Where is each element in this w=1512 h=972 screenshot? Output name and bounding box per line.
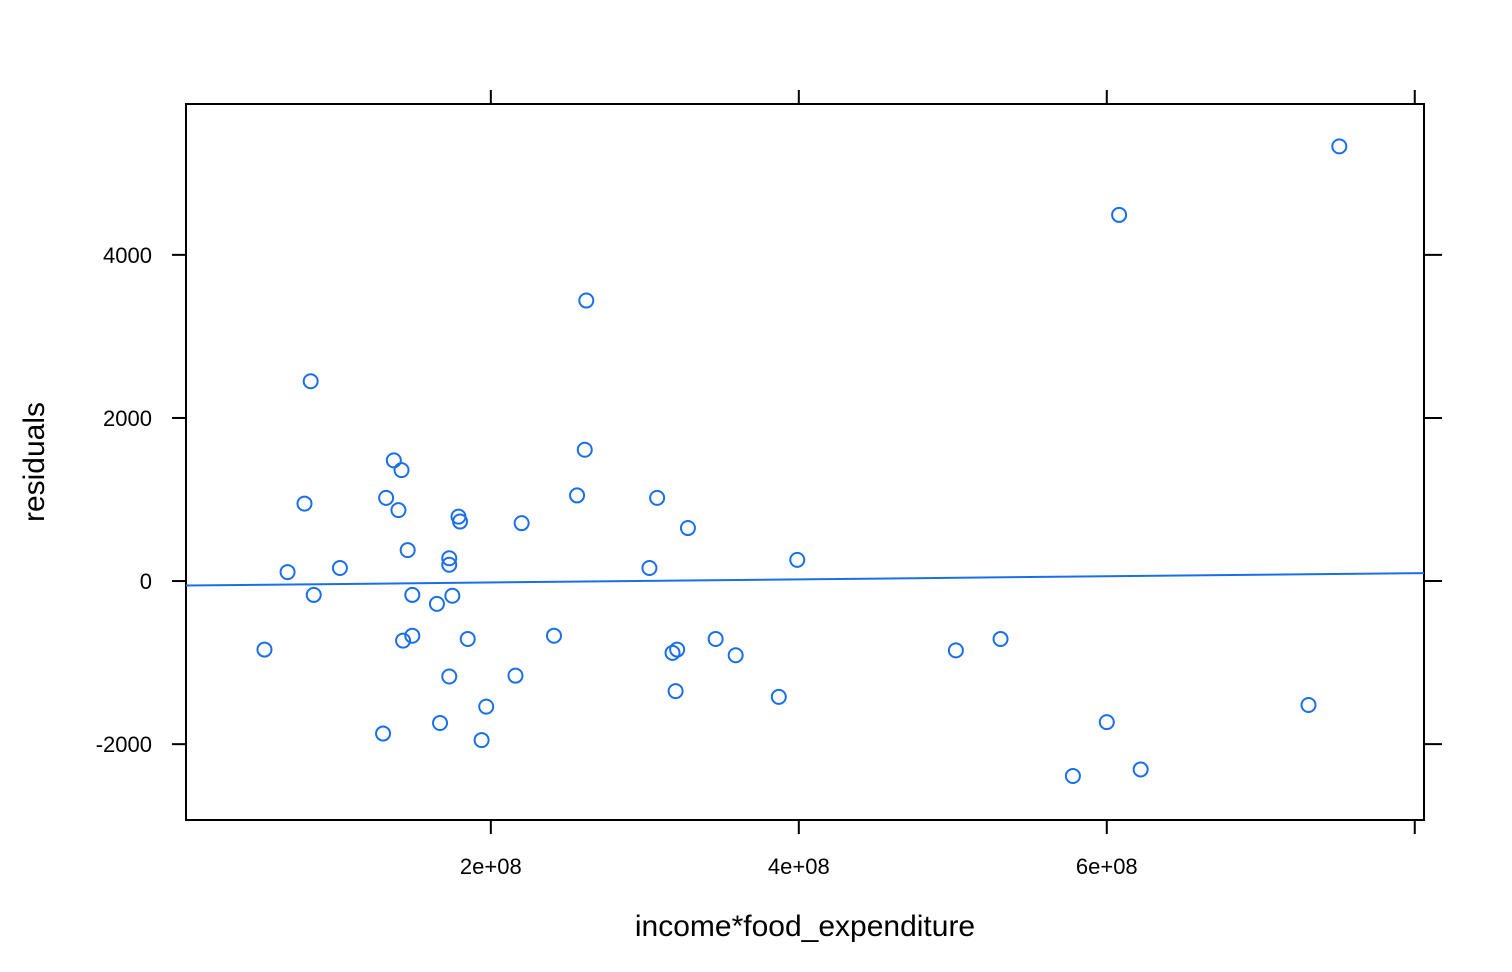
data-point [395,632,412,649]
data-point [444,587,461,604]
plot-frame [185,103,1425,821]
data-point [649,489,666,506]
x-axis-title: income*food_expenditure [635,910,975,943]
y-tick-label: 0 [140,569,152,594]
data-point [727,647,744,664]
data-point [428,595,445,612]
points-layer [256,138,1348,784]
data-point [513,515,530,532]
data-point [393,462,410,479]
data-point [1300,697,1317,714]
data-point [478,698,495,715]
data-point [679,520,696,537]
data-point [432,714,449,731]
data-point [1111,206,1128,223]
data-point [441,550,458,567]
x-tick-label: 4e+08 [768,854,830,879]
y-ticks-right [1424,253,1442,746]
y-ticks-left: -2000 0 2000 4000 [96,243,186,757]
data-point [375,725,392,742]
x-tick-label: 2e+08 [460,854,522,879]
data-point [302,373,319,390]
data-point [404,627,421,644]
y-tick-label: 4000 [103,243,152,268]
y-axis-title: residuals [18,402,51,522]
data-point [669,641,686,658]
data-point [507,667,524,684]
data-point [789,551,806,568]
data-point [1132,761,1149,778]
x-ticks-top [489,90,1416,104]
data-point [399,542,416,559]
data-point [1098,714,1115,731]
data-point [667,683,684,700]
x-ticks-bottom: 2e+08 4e+08 6e+08 [460,820,1416,879]
data-point [452,513,469,530]
data-point [641,560,658,577]
data-point [1331,138,1348,155]
data-point [770,688,787,705]
data-point [331,560,348,577]
data-point [569,487,586,504]
data-point [707,630,724,647]
data-point [578,292,595,309]
data-point [576,441,593,458]
fit-line [185,572,1425,587]
data-point [385,452,402,469]
data-point [378,489,395,506]
data-point [545,627,562,644]
data-point [992,630,1009,647]
fit-line-layer [185,572,1425,587]
data-point [459,630,476,647]
x-tick-label: 6e+08 [1076,854,1138,879]
data-point [947,642,964,659]
data-point [473,732,490,749]
data-point [390,502,407,519]
data-point [1064,767,1081,784]
data-point [441,668,458,685]
data-point [256,641,273,658]
data-point [404,586,421,603]
y-tick-label: 2000 [103,406,152,431]
data-point [664,644,681,661]
data-point [279,564,296,581]
y-tick-label: -2000 [96,732,152,757]
data-point [305,586,322,603]
data-point [441,556,458,573]
data-point [296,495,313,512]
